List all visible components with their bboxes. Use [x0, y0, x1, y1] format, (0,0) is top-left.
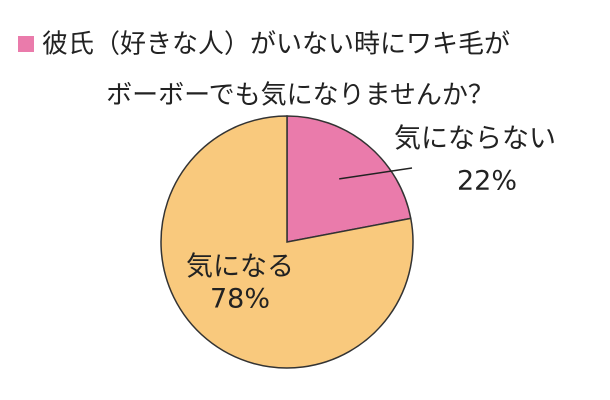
- chart-title: 彼氏（好きな人）がいない時にワキ毛が: [42, 30, 510, 60]
- leader-line: [339, 167, 413, 180]
- slice-label: 気にならない: [394, 124, 556, 155]
- slice-label: 気になる: [186, 252, 294, 283]
- pie-slice: [160, 115, 414, 369]
- value-label: 22%: [457, 166, 517, 197]
- value-label: 78%: [210, 284, 270, 315]
- pie-slice: [286, 115, 412, 243]
- chart-title: ボーボーでも気になりませんか？: [106, 81, 494, 111]
- title-marker: [18, 36, 34, 52]
